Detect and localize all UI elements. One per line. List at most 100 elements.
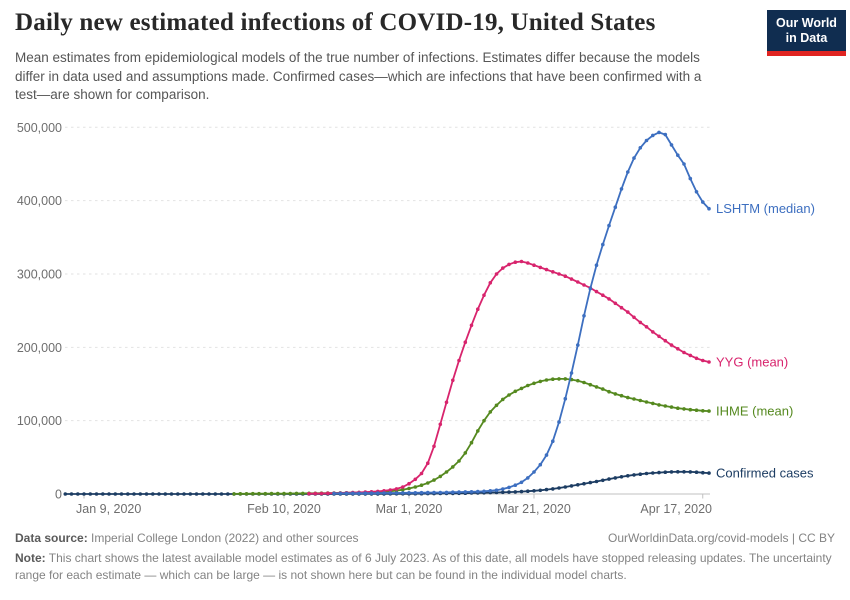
series-point-confirmed[interactable]	[657, 470, 661, 475]
series-point-ihme[interactable]	[676, 406, 680, 411]
series-point-yyg[interactable]	[426, 461, 430, 466]
series-point-lshtm[interactable]	[544, 453, 549, 457]
series-point-yyg[interactable]	[407, 481, 411, 486]
series-point-lshtm[interactable]	[482, 489, 486, 494]
series-point-lshtm[interactable]	[432, 490, 436, 495]
series-point-yyg[interactable]	[519, 259, 524, 264]
series-point-ihme[interactable]	[669, 405, 674, 409]
series-point-confirmed[interactable]	[219, 492, 224, 496]
series-point-yyg[interactable]	[601, 293, 605, 298]
series-point-yyg[interactable]	[607, 297, 611, 301]
series-point-yyg[interactable]	[619, 305, 624, 310]
series-point-yyg[interactable]	[313, 491, 318, 496]
series-point-confirmed[interactable]	[688, 470, 693, 474]
series-point-ihme[interactable]	[532, 381, 536, 386]
series-point-ihme[interactable]	[657, 403, 661, 407]
series-point-confirmed[interactable]	[101, 492, 105, 496]
series-point-ihme[interactable]	[451, 465, 455, 469]
series-point-yyg[interactable]	[319, 491, 324, 496]
series-point-confirmed[interactable]	[163, 492, 168, 496]
series-point-lshtm[interactable]	[494, 488, 499, 493]
series-point-confirmed[interactable]	[707, 471, 711, 475]
series-point-yyg[interactable]	[326, 491, 330, 496]
series-point-lshtm[interactable]	[413, 491, 418, 495]
series-point-yyg[interactable]	[438, 422, 443, 427]
series-point-confirmed[interactable]	[226, 492, 230, 496]
series-point-yyg[interactable]	[613, 301, 618, 306]
series-point-lshtm[interactable]	[426, 490, 430, 495]
series-point-lshtm[interactable]	[463, 490, 468, 494]
series-point-ihme[interactable]	[482, 418, 486, 423]
series-point-yyg[interactable]	[538, 265, 543, 270]
series-point-confirmed[interactable]	[669, 470, 674, 474]
series-point-yyg[interactable]	[469, 323, 474, 328]
series-point-confirmed[interactable]	[557, 486, 561, 490]
series-point-ihme[interactable]	[663, 404, 668, 408]
series-point-confirmed[interactable]	[88, 492, 93, 496]
series-point-lshtm[interactable]	[632, 156, 636, 160]
series-point-yyg[interactable]	[457, 358, 461, 363]
series-point-ihme[interactable]	[576, 378, 580, 383]
series-point-confirmed[interactable]	[544, 487, 549, 492]
series-point-confirmed[interactable]	[138, 492, 143, 496]
series-point-confirmed[interactable]	[132, 492, 136, 496]
series-line-lshtm[interactable]	[334, 131, 710, 495]
series-point-lshtm[interactable]	[382, 491, 386, 495]
series-point-confirmed[interactable]	[519, 489, 524, 494]
series-point-confirmed[interactable]	[151, 492, 155, 496]
series-point-ihme[interactable]	[694, 408, 699, 413]
series-point-ihme[interactable]	[519, 386, 524, 391]
series-point-ihme[interactable]	[632, 397, 636, 401]
series-point-lshtm[interactable]	[588, 286, 593, 291]
series-point-yyg[interactable]	[694, 356, 699, 361]
series-point-lshtm[interactable]	[651, 133, 655, 138]
series-point-confirmed[interactable]	[613, 476, 618, 480]
series-point-lshtm[interactable]	[694, 190, 699, 194]
series-point-yyg[interactable]	[657, 334, 661, 339]
series-point-yyg[interactable]	[626, 310, 630, 314]
series-point-ihme[interactable]	[707, 409, 711, 413]
series-point-lshtm[interactable]	[469, 490, 474, 494]
series-point-confirmed[interactable]	[82, 492, 86, 496]
series-point-lshtm[interactable]	[669, 143, 674, 147]
series-point-confirmed[interactable]	[644, 471, 649, 476]
series-point-confirmed[interactable]	[576, 483, 580, 487]
series-point-yyg[interactable]	[576, 280, 580, 284]
series-point-lshtm[interactable]	[594, 263, 599, 268]
series-point-lshtm[interactable]	[351, 491, 355, 496]
series-point-yyg[interactable]	[638, 320, 643, 325]
footer-link[interactable]: OurWorldinData.org/covid-models	[608, 531, 789, 545]
series-point-lshtm[interactable]	[619, 187, 624, 191]
series-point-yyg[interactable]	[563, 274, 568, 279]
series-point-confirmed[interactable]	[601, 478, 605, 483]
series-point-yyg[interactable]	[444, 400, 449, 405]
series-point-ihme[interactable]	[232, 492, 236, 496]
series-point-lshtm[interactable]	[576, 343, 580, 347]
series-point-ihme[interactable]	[626, 395, 630, 400]
series-point-ihme[interactable]	[413, 485, 418, 489]
series-point-yyg[interactable]	[482, 293, 486, 298]
series-point-lshtm[interactable]	[538, 462, 543, 467]
series-point-lshtm[interactable]	[332, 491, 336, 496]
series-point-ihme[interactable]	[582, 380, 586, 385]
series-point-ihme[interactable]	[476, 429, 480, 433]
series-point-confirmed[interactable]	[113, 492, 118, 496]
series-point-confirmed[interactable]	[594, 479, 599, 484]
series-point-confirmed[interactable]	[169, 492, 174, 496]
series-point-yyg[interactable]	[651, 330, 655, 334]
series-point-confirmed[interactable]	[694, 470, 699, 475]
series-point-lshtm[interactable]	[407, 491, 411, 495]
series-point-lshtm[interactable]	[401, 491, 405, 495]
series-point-confirmed[interactable]	[701, 470, 705, 475]
series-point-ihme[interactable]	[644, 400, 649, 404]
series-point-ihme[interactable]	[513, 389, 518, 394]
series-point-ihme[interactable]	[538, 379, 543, 384]
series-point-ihme[interactable]	[269, 491, 274, 496]
series-point-lshtm[interactable]	[532, 470, 536, 474]
series-point-ihme[interactable]	[488, 410, 493, 414]
series-point-lshtm[interactable]	[701, 200, 705, 204]
series-point-yyg[interactable]	[494, 272, 499, 276]
series-label-confirmed[interactable]: Confirmed cases	[716, 466, 814, 481]
series-point-lshtm[interactable]	[526, 476, 530, 480]
series-point-lshtm[interactable]	[438, 490, 443, 495]
